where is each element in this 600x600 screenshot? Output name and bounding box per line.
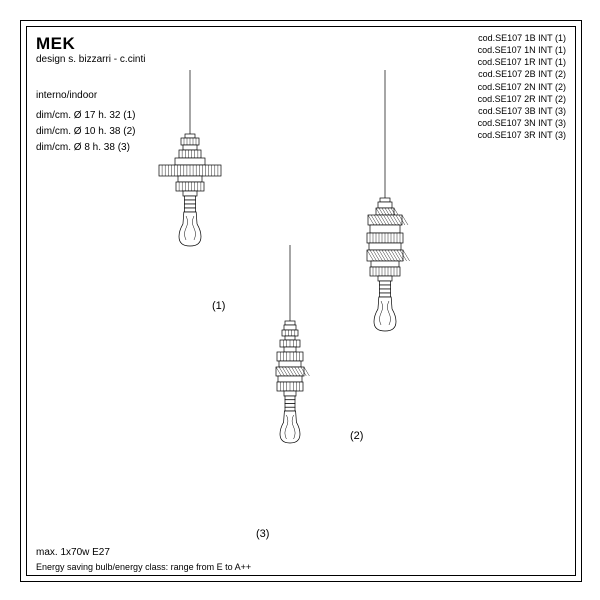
energy-spec: Energy saving bulb/energy class: range f… xyxy=(36,562,251,572)
dim-1: dim/cm. Ø 17 h. 32 (1) xyxy=(36,108,135,124)
lamp-label-1: (1) xyxy=(212,300,225,312)
code-row: cod.SE107 2N INT (2) xyxy=(478,81,566,93)
designer-line: design s. bizzarri - c.cinti xyxy=(36,54,145,65)
dim-3: dim/cm. Ø 8 h. 38 (3) xyxy=(36,140,135,156)
lamp-label-2: (2) xyxy=(350,430,363,442)
code-row: cod.SE107 1N INT (1) xyxy=(478,44,566,56)
lamp-label-3: (3) xyxy=(256,528,269,540)
code-row: cod.SE107 2R INT (2) xyxy=(478,93,566,105)
product-title: MEK xyxy=(36,34,75,54)
product-codes: cod.SE107 1B INT (1) cod.SE107 1N INT (1… xyxy=(478,32,566,141)
code-row: cod.SE107 1R INT (1) xyxy=(478,56,566,68)
spec-sheet: MEK design s. bizzarri - c.cinti interno… xyxy=(0,0,600,600)
code-row: cod.SE107 3R INT (3) xyxy=(478,129,566,141)
lamp-1 xyxy=(130,70,250,255)
code-row: cod.SE107 1B INT (1) xyxy=(478,32,566,44)
usage-line: interno/indoor xyxy=(36,90,97,101)
power-spec: max. 1x70w E27 xyxy=(36,547,110,558)
code-row: cod.SE107 3N INT (3) xyxy=(478,117,566,129)
dim-2: dim/cm. Ø 10 h. 38 (2) xyxy=(36,124,135,140)
lamp-3 xyxy=(230,245,350,452)
code-row: cod.SE107 3B INT (3) xyxy=(478,105,566,117)
code-row: cod.SE107 2B INT (2) xyxy=(478,68,566,80)
dimensions-block: dim/cm. Ø 17 h. 32 (1) dim/cm. Ø 10 h. 3… xyxy=(36,108,135,156)
